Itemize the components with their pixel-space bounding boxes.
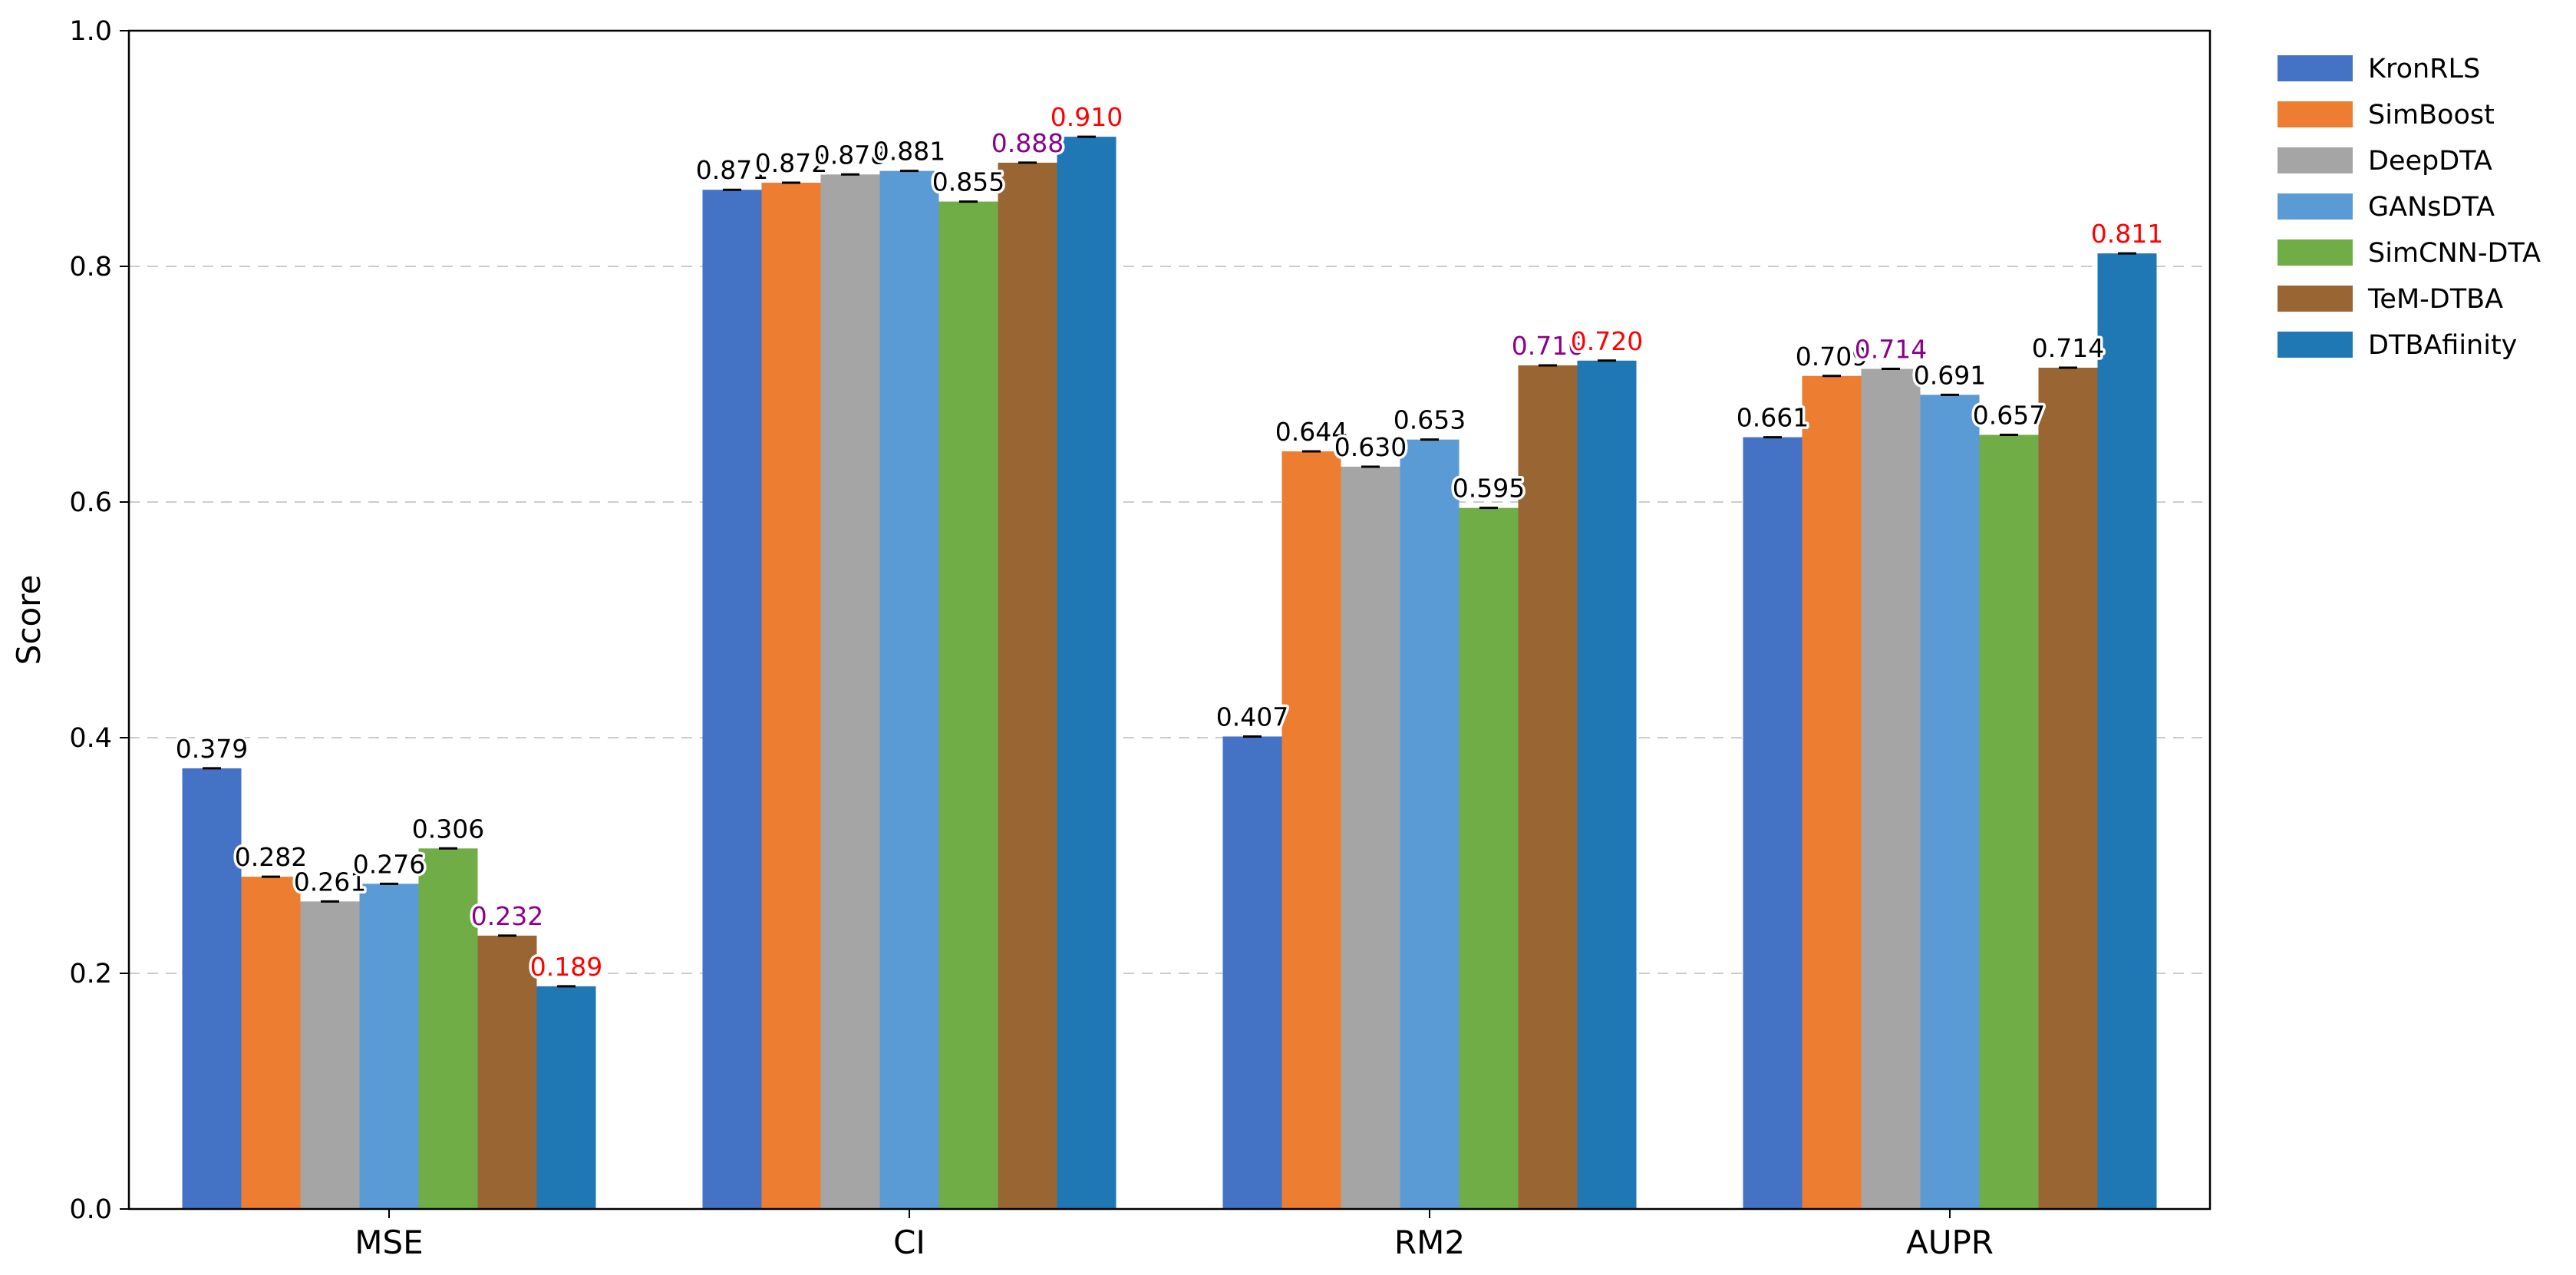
data-label: 0.379 <box>176 734 248 764</box>
bar <box>761 183 821 1209</box>
y-tick-label: 0.6 <box>69 487 112 518</box>
bar <box>1743 437 1803 1209</box>
bar <box>1057 137 1116 1209</box>
legend-label: DTBAfiinity <box>2368 330 2517 361</box>
legend-label: KronRLS <box>2368 54 2480 84</box>
data-label: 0.691 <box>1914 360 1986 390</box>
bar <box>1518 365 1578 1210</box>
bar <box>1341 466 1400 1209</box>
bar <box>820 174 880 1209</box>
y-tick-label: 0.2 <box>69 959 112 989</box>
x-tick-label: MSE <box>355 1224 423 1261</box>
bar <box>1920 395 1980 1210</box>
bar <box>241 877 301 1209</box>
bar <box>1577 360 1637 1209</box>
y-axis-title: Score <box>10 575 48 666</box>
data-label: 0.716 <box>1512 331 1584 361</box>
bar <box>300 901 360 1209</box>
y-tick-label: 0.4 <box>69 723 112 754</box>
bar <box>1861 368 1921 1209</box>
legend-swatch <box>2278 101 2353 127</box>
data-label: 0.872 <box>755 148 827 178</box>
data-label: 0.595 <box>1453 474 1525 504</box>
legend-label: GANsDTA <box>2368 192 2495 223</box>
bar <box>359 884 419 1209</box>
bar <box>1979 434 2039 1209</box>
legend-swatch <box>2278 147 2353 173</box>
legend-label: SimCNN-DTA <box>2368 238 2541 269</box>
y-tick-label: 0.0 <box>69 1194 112 1225</box>
data-label: 0.709 <box>1796 342 1868 372</box>
data-label: 0.657 <box>1973 401 2045 431</box>
legend-swatch <box>2278 239 2353 266</box>
bar <box>418 848 478 1209</box>
x-tick-label: CI <box>893 1224 925 1261</box>
bar <box>938 201 998 1210</box>
bars <box>182 135 2157 1210</box>
bar <box>998 162 1057 1209</box>
data-label: 0.661 <box>1737 403 1809 433</box>
data-label: 0.644 <box>1275 417 1347 447</box>
bar <box>2097 253 2157 1209</box>
bar <box>1459 507 1519 1209</box>
data-label: 0.189 <box>530 952 602 982</box>
data-label: 0.407 <box>1216 702 1288 732</box>
data-label: 0.871 <box>696 155 768 185</box>
data-label: 0.714 <box>1855 335 1927 365</box>
bar <box>702 190 762 1210</box>
data-label: 0.306 <box>412 814 484 844</box>
legend-label: SimBoost <box>2368 100 2495 130</box>
y-tick-label: 0.8 <box>69 252 112 282</box>
x-tick-label: AUPR <box>1906 1224 1994 1261</box>
data-label: 0.232 <box>471 901 543 931</box>
bar <box>1400 439 1460 1209</box>
legend-swatch <box>2278 55 2353 81</box>
bar <box>2038 368 2098 1209</box>
legend-swatch <box>2278 332 2353 358</box>
data-label: 0.261 <box>294 867 366 897</box>
legend: KronRLS SimBoost DeepDTA GANsDTA SimCNN-DTA T… <box>2278 54 2541 361</box>
bar <box>1802 375 1862 1209</box>
legend-swatch <box>2278 193 2353 220</box>
data-label: 0.881 <box>873 137 945 167</box>
data-label: 0.878 <box>814 140 886 170</box>
bar <box>536 986 596 1209</box>
legend-label: TeM-DTBA <box>2367 284 2503 315</box>
data-label: 0.276 <box>353 849 425 879</box>
legend-label: DeepDTA <box>2368 146 2492 177</box>
data-label: 0.653 <box>1394 405 1466 435</box>
bar <box>879 170 939 1209</box>
data-label: 0.910 <box>1051 102 1123 132</box>
plot-frame <box>127 29 2212 1211</box>
data-label: 0.282 <box>235 842 307 872</box>
data-label: 0.855 <box>932 167 1004 197</box>
data-label: 0.888 <box>991 128 1064 158</box>
data-label: 0.811 <box>2091 219 2163 249</box>
axes: 0.0 0.2 0.4 0.6 0.8 1.0 Score MSE CI RM2 AUPR <box>10 16 2212 1261</box>
data-label: 0.720 <box>1571 326 1643 356</box>
data-label: 0.630 <box>1334 432 1407 462</box>
bar <box>477 935 537 1209</box>
x-tick-label: RM2 <box>1394 1224 1465 1261</box>
bar <box>182 768 242 1209</box>
data-label: 0.714 <box>2032 333 2104 363</box>
y-tick-label: 1.0 <box>69 16 112 47</box>
bar <box>1222 736 1282 1209</box>
legend-swatch <box>2278 286 2353 312</box>
bar <box>1281 451 1341 1209</box>
